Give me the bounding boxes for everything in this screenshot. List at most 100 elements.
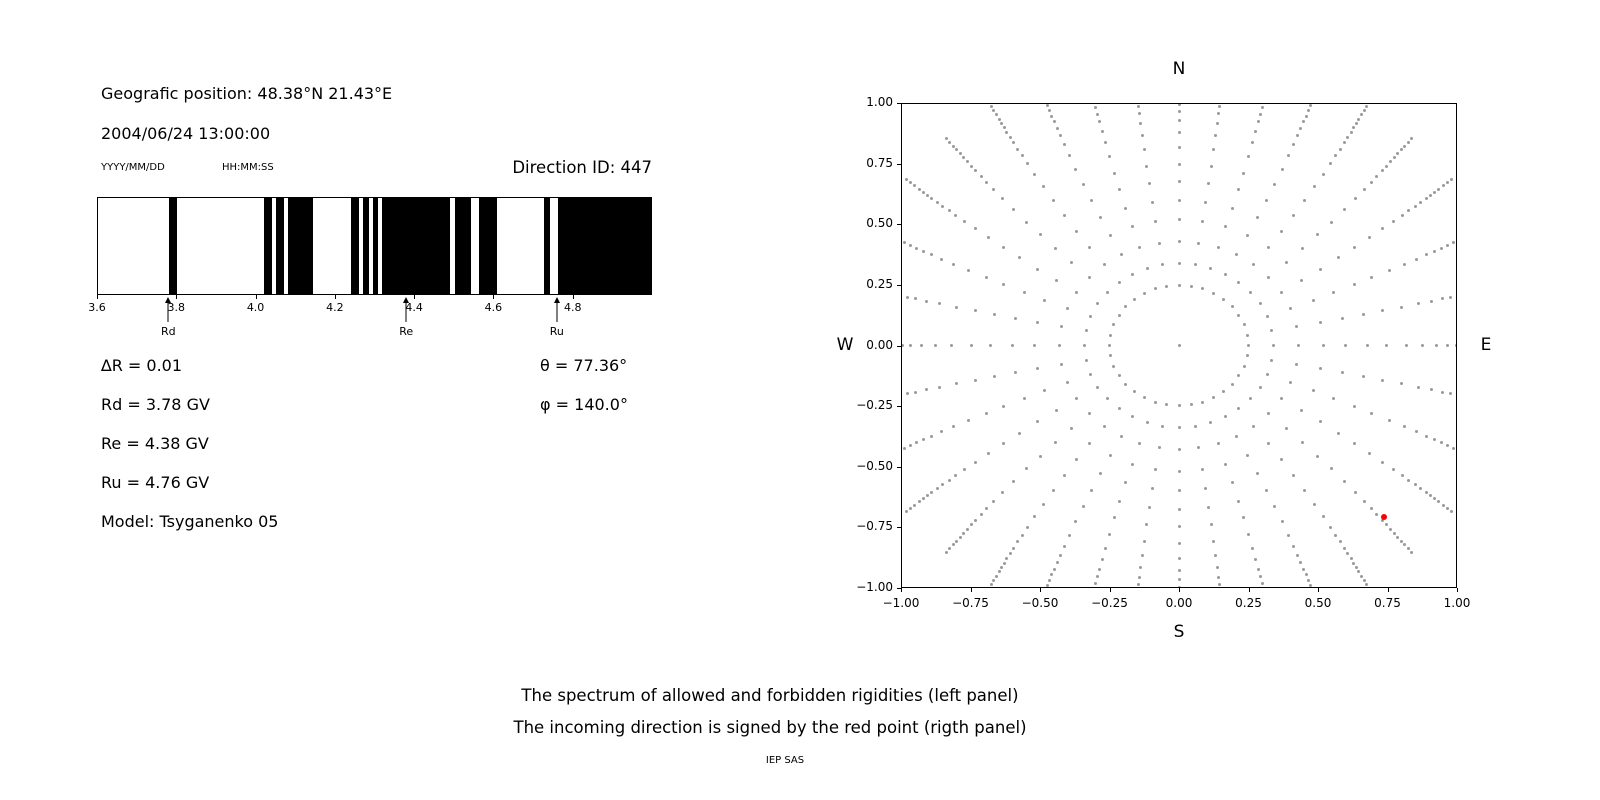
- direction-dot: [1452, 241, 1456, 245]
- direction-dot: [1016, 540, 1020, 544]
- direction-dot: [1342, 479, 1346, 483]
- y-tick-mark: [897, 345, 901, 347]
- direction-dot: [1089, 372, 1093, 376]
- direction-dot: [921, 190, 925, 194]
- direction-dot: [1033, 172, 1037, 176]
- direction-dot: [941, 483, 945, 487]
- direction-dot: [1362, 187, 1366, 191]
- direction-dot: [1353, 490, 1357, 494]
- direction-dot: [1380, 518, 1384, 522]
- direction-dot: [1299, 560, 1303, 564]
- direction-dot: [1334, 534, 1338, 538]
- direction-dot: [1258, 302, 1262, 306]
- direction-dot: [1177, 199, 1181, 203]
- direction-dot: [1365, 583, 1369, 587]
- direction-dot: [1119, 434, 1123, 438]
- direction-dot: [1036, 267, 1040, 271]
- direction-dot: [1329, 220, 1333, 224]
- allowed-bands-layer: [98, 198, 651, 294]
- direction-dot: [1236, 188, 1240, 192]
- direction-dot: [985, 507, 989, 511]
- direction-dot: [1014, 370, 1018, 374]
- direction-dot: [1067, 154, 1071, 158]
- direction-dot: [994, 113, 998, 117]
- direction-dot: [1137, 575, 1141, 579]
- direction-dot: [1252, 424, 1256, 428]
- direction-dot: [1075, 290, 1079, 294]
- x-tick-label: −1.00: [882, 596, 920, 610]
- direction-dot: [1392, 531, 1396, 535]
- direction-dot: [1137, 112, 1141, 116]
- direction-dot: [908, 244, 912, 248]
- direction-dot: [1002, 126, 1006, 130]
- direction-dot: [1055, 560, 1059, 564]
- param-model: Model: Tsyganenko 05: [101, 512, 279, 531]
- direction-dot: [1445, 506, 1449, 510]
- direction-dot: [1177, 131, 1181, 135]
- direction-dot: [1437, 187, 1441, 191]
- direction-dot: [908, 443, 912, 447]
- direction-dot: [1201, 467, 1205, 471]
- direction-dot: [1100, 129, 1104, 133]
- direction-dot: [1413, 483, 1417, 487]
- direction-dot: [1237, 313, 1241, 317]
- direction-dot: [1369, 180, 1373, 184]
- direction-dot: [1130, 462, 1134, 466]
- direction-dot: [1300, 409, 1304, 413]
- direction-dot: [1441, 184, 1445, 188]
- direction-dot: [1142, 396, 1146, 400]
- direction-dot: [984, 276, 988, 280]
- direction-dot: [1254, 558, 1258, 562]
- direction-dot: [1425, 253, 1429, 257]
- direction-dot: [1407, 478, 1411, 482]
- direction-dot: [1446, 443, 1450, 447]
- direction-dot: [1035, 367, 1039, 370]
- direction-dot: [1054, 409, 1058, 413]
- cutoff-arrow-icon: [403, 297, 410, 303]
- direction-dot: [1136, 105, 1140, 109]
- direction-dot: [1380, 169, 1384, 173]
- direction-dot: [1381, 378, 1385, 382]
- allowed-band: [382, 198, 450, 294]
- direction-dot: [1177, 119, 1181, 123]
- datetime-text: 2004/06/24 13:00:00: [101, 124, 271, 143]
- direction-dot: [1050, 114, 1054, 118]
- direction-dot: [1153, 220, 1157, 224]
- direction-dot: [1360, 574, 1364, 578]
- direction-dot: [1204, 200, 1208, 204]
- direction-dot: [1177, 179, 1181, 183]
- direction-dot: [1287, 533, 1291, 537]
- direction-dot: [1165, 284, 1169, 288]
- direction-dot: [1060, 325, 1064, 329]
- direction-dot: [1271, 344, 1275, 347]
- direction-dot: [1338, 540, 1342, 544]
- direction-dot: [1105, 397, 1109, 401]
- direction-dot: [1138, 245, 1142, 249]
- direction-dot: [954, 213, 958, 217]
- direction-dot: [1207, 506, 1211, 510]
- allowed-band: [544, 198, 551, 294]
- direction-dot: [1342, 208, 1346, 212]
- direction-dot: [1299, 127, 1303, 131]
- direction-dot: [974, 169, 978, 173]
- direction-dot: [1054, 246, 1058, 250]
- direction-dot: [1375, 174, 1379, 178]
- direction-dot: [1216, 245, 1220, 249]
- direction-dot: [967, 269, 971, 273]
- direction-dot: [1060, 362, 1064, 366]
- direction-dot: [1280, 167, 1284, 171]
- direction-dot: [1020, 153, 1024, 157]
- direction-dot: [1352, 404, 1356, 408]
- direction-dot: [1433, 190, 1437, 194]
- direction-dot: [1407, 209, 1411, 213]
- direction-dot: [1177, 145, 1181, 149]
- direction-dot: [906, 392, 910, 396]
- direction-dot: [1001, 197, 1005, 201]
- direction-dot: [1432, 437, 1436, 441]
- allowed-band: [169, 198, 177, 294]
- direction-dot: [1342, 141, 1346, 145]
- direction-dot: [1045, 104, 1049, 108]
- direction-dot: [1338, 147, 1342, 151]
- direction-dot: [1352, 126, 1356, 130]
- direction-dot: [1428, 193, 1432, 197]
